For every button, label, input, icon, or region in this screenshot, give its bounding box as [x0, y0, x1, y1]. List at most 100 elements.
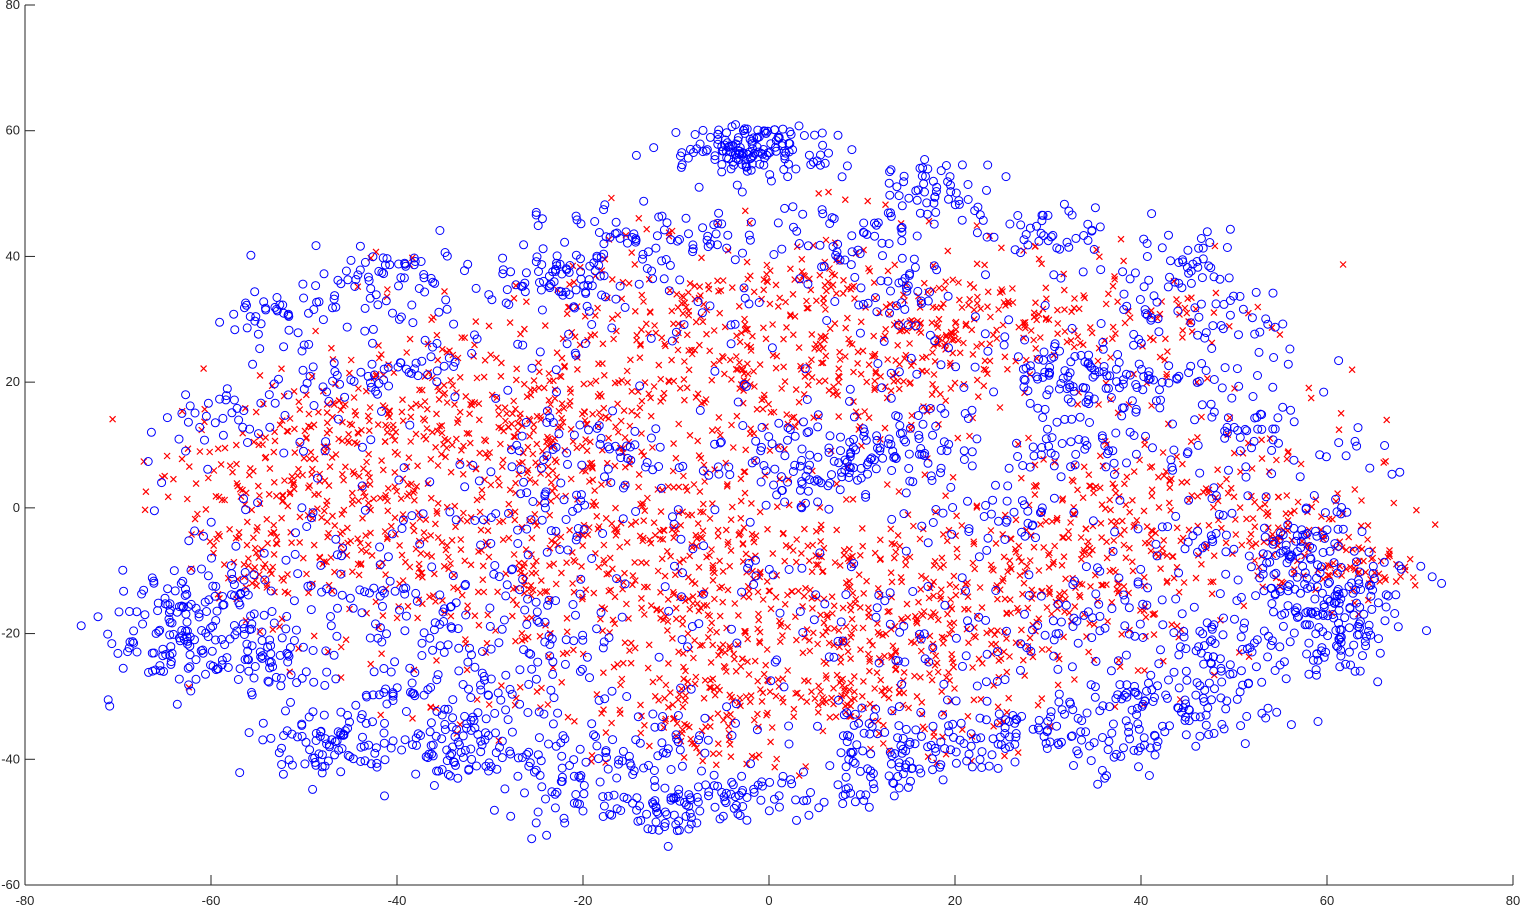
circle-point: [1044, 385, 1054, 395]
x-point: [892, 648, 899, 656]
x-point: [1094, 357, 1102, 365]
circle-point: [797, 455, 807, 465]
circle-point: [1054, 384, 1064, 394]
x-point: [463, 666, 471, 674]
circle-point: [886, 759, 896, 769]
x-point: [706, 626, 714, 634]
x-point: [769, 550, 777, 558]
circle-point: [119, 586, 129, 596]
x-point: [582, 436, 590, 444]
x-point: [744, 658, 751, 666]
x-point: [680, 375, 688, 383]
x-point: [729, 697, 737, 705]
x-point: [1059, 495, 1067, 503]
circle-point: [1122, 458, 1131, 468]
x-point: [457, 446, 465, 454]
x-point: [888, 578, 896, 586]
x-point: [699, 527, 707, 535]
circle-point: [790, 431, 800, 441]
x-point: [700, 694, 708, 702]
circle-point: [1060, 709, 1069, 719]
x-point: [1071, 295, 1078, 302]
x-point: [438, 538, 446, 546]
x-point: [844, 648, 852, 656]
x-point: [299, 554, 307, 562]
circle-point: [1379, 557, 1389, 567]
x-point: [476, 508, 484, 516]
x-point: [437, 450, 445, 458]
x-point: [889, 642, 897, 650]
x-point: [892, 548, 900, 556]
circle-point: [732, 180, 742, 190]
x-point: [316, 554, 324, 562]
x-point: [571, 333, 579, 341]
x-point: [1087, 582, 1094, 590]
x-point: [969, 350, 977, 358]
circle-point: [229, 395, 239, 405]
x-point: [774, 302, 782, 310]
x-point: [384, 497, 391, 505]
x-point: [728, 421, 735, 429]
x-point: [1125, 544, 1133, 552]
x-point: [262, 434, 270, 442]
circle-point: [1259, 626, 1269, 636]
x-point: [1021, 568, 1029, 576]
x-point: [716, 309, 724, 317]
x-point: [495, 481, 503, 489]
circle-point: [825, 478, 835, 488]
x-point: [839, 675, 847, 683]
x-point: [925, 594, 933, 602]
x-point: [1297, 460, 1305, 468]
x-point: [435, 387, 443, 395]
x-point: [840, 276, 847, 284]
circle-point: [411, 358, 421, 368]
x-point: [596, 390, 604, 398]
x-point: [555, 407, 563, 415]
x-point: [233, 460, 240, 468]
x-point: [782, 298, 790, 306]
x-point: [670, 523, 678, 531]
x-point: [1114, 298, 1122, 306]
x-point: [995, 306, 1003, 313]
x-point: [661, 572, 669, 580]
circle-point: [299, 293, 309, 303]
circle-point: [873, 729, 882, 739]
x-point: [414, 614, 422, 622]
x-point: [930, 561, 938, 569]
x-point: [950, 572, 958, 580]
circle-point: [928, 176, 938, 186]
circle-point: [639, 763, 649, 773]
x-point: [629, 572, 637, 580]
circle-point: [1147, 685, 1157, 695]
circle-point: [190, 526, 200, 536]
circle-point: [293, 328, 303, 338]
circle-point: [662, 810, 672, 820]
x-point: [688, 346, 695, 354]
x-point: [594, 525, 602, 533]
x-point: [780, 363, 788, 371]
circle-point: [1219, 724, 1229, 734]
circle-point: [603, 464, 613, 474]
x-point: [876, 556, 884, 564]
circle-point: [384, 381, 394, 391]
x-point: [638, 291, 646, 299]
circle-point: [560, 237, 570, 247]
x-point: [962, 320, 970, 328]
x-point: [1085, 551, 1093, 558]
x-point: [789, 331, 797, 339]
x-point: [733, 412, 741, 420]
x-point: [713, 628, 721, 636]
x-point: [1081, 294, 1089, 302]
x-point: [642, 559, 650, 567]
circle-point: [710, 505, 720, 515]
x-point: [1031, 461, 1039, 469]
circle-point: [1206, 263, 1216, 273]
circle-point: [379, 728, 389, 738]
x-point: [711, 466, 719, 474]
x-point: [982, 366, 990, 374]
circle-point: [784, 739, 794, 749]
x-point: [296, 441, 304, 449]
circle-point: [744, 230, 754, 240]
x-point: [697, 533, 705, 541]
circle-point: [355, 241, 365, 251]
